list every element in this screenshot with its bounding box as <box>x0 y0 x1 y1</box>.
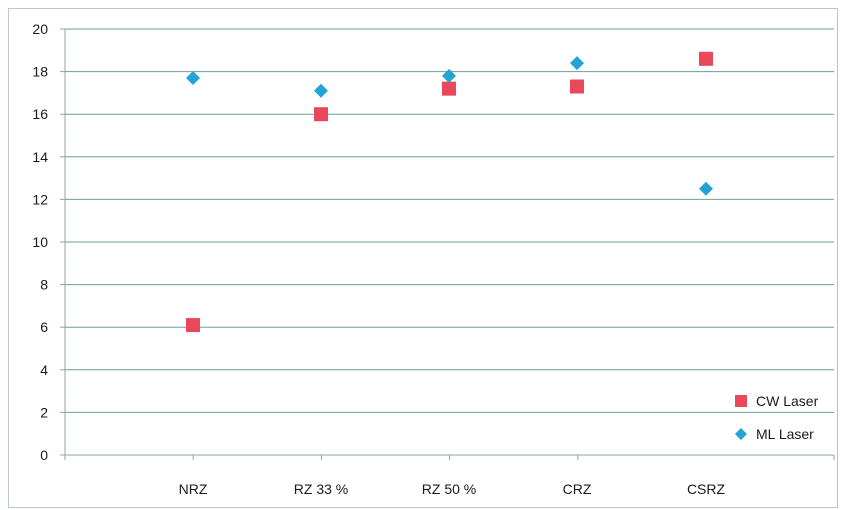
ml-laser-point <box>442 68 456 83</box>
ml-laser-point <box>314 83 328 98</box>
x-tick-label: RZ 50 % <box>422 481 476 497</box>
legend-label: ML Laser <box>756 426 814 442</box>
ml-laser-point <box>570 56 584 71</box>
ml-laser-point <box>186 70 200 85</box>
y-tick-label: 14 <box>32 149 48 165</box>
cw-laser-point <box>570 79 584 94</box>
cw-laser-point <box>699 51 713 66</box>
axes <box>60 28 835 460</box>
y-tick-label: 6 <box>40 319 48 335</box>
legend-diamond-icon <box>735 428 747 440</box>
cw-laser-point <box>314 107 328 122</box>
y-axis-tick-labels: 0 2 4 6 8 10 12 14 16 18 20 <box>32 21 48 463</box>
y-tick-label: 10 <box>32 234 48 250</box>
y-tick-label: 16 <box>32 106 48 122</box>
y-tick-label: 0 <box>40 447 48 463</box>
y-tick-label: 2 <box>40 404 48 420</box>
cw-laser-point <box>186 318 200 333</box>
x-tick-label: CRZ <box>563 481 592 497</box>
data-points <box>186 51 713 333</box>
legend-label: CW Laser <box>756 393 819 409</box>
cw-laser-point <box>442 81 456 96</box>
legend: CW Laser ML Laser <box>735 393 819 442</box>
x-tick-label: NRZ <box>179 481 208 497</box>
x-tick-label: CSRZ <box>687 481 726 497</box>
legend-square-icon <box>735 395 747 407</box>
x-tick-label: RZ 33 % <box>294 481 348 497</box>
chart-frame <box>8 8 838 508</box>
x-axis-tick-labels: NRZ RZ 33 % RZ 50 % CRZ CSRZ <box>179 481 726 497</box>
y-tick-label: 18 <box>32 64 48 80</box>
y-tick-label: 8 <box>40 277 48 293</box>
ml-laser-point <box>699 181 713 196</box>
y-tick-label: 20 <box>32 21 48 37</box>
y-tick-label: 4 <box>40 362 48 378</box>
y-tick-label: 12 <box>32 191 48 207</box>
